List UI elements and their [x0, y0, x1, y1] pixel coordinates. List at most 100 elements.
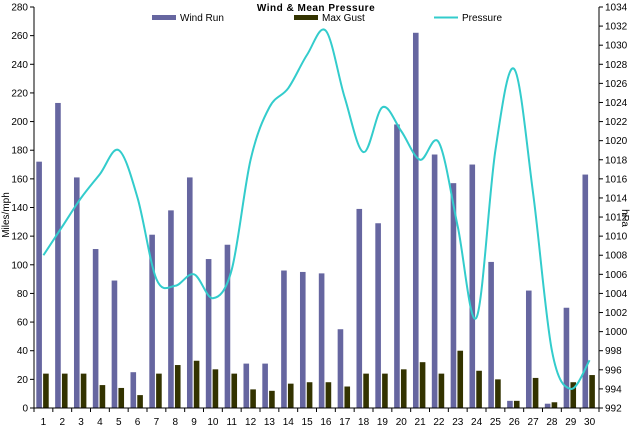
legend: Wind Run Max Gust Pressure: [152, 13, 502, 24]
y2-tick-label: 1024: [605, 98, 628, 109]
max-gust-bar: [61, 373, 68, 408]
max-gust-bar: [269, 390, 275, 408]
wind-run-bar: [92, 249, 99, 408]
max-gust-bar: [306, 382, 313, 408]
x-tick-label: 23: [452, 417, 464, 428]
y2-tick-label: 994: [605, 384, 622, 395]
y2-tick-label: 996: [605, 365, 622, 376]
max-gust-bar: [551, 402, 558, 408]
wind-run-bar: [318, 273, 325, 408]
legend-max-gust-label: Max Gust: [322, 13, 365, 24]
y-tick-label: 120: [11, 232, 28, 243]
x-tick-label: 2: [59, 417, 65, 428]
y2-tick-label: 1034: [605, 3, 628, 14]
wind-run-bar: [262, 363, 268, 408]
legend-wind-run-label: Wind Run: [180, 13, 224, 24]
max-gust-bar: [513, 400, 520, 408]
x-tick-label: 30: [584, 417, 596, 428]
wind-run-bar: [149, 234, 155, 408]
x-tick-label: 11: [227, 417, 238, 428]
y-tick-label: 280: [11, 3, 28, 14]
legend-max-gust: Max Gust: [294, 13, 365, 24]
wind-run-bar: [36, 161, 42, 408]
wind-run-bar: [356, 208, 363, 408]
y2-tick-label: 1006: [605, 270, 628, 281]
wind-run-bar: [431, 154, 438, 408]
max-gust-bar: [43, 373, 49, 408]
y2-tick-label: 1026: [605, 79, 628, 90]
y2-tick-label: 1032: [605, 22, 628, 33]
y-tick-label: 220: [11, 88, 28, 99]
max-gust-bar: [532, 377, 539, 408]
max-gust-bar: [363, 373, 369, 408]
x-tick-label: 13: [264, 417, 276, 428]
max-gust-bar: [193, 360, 200, 408]
y-axis-title: Miles/mph: [1, 192, 12, 238]
wind-run-bar: [488, 261, 494, 408]
wind-run-bar: [224, 244, 231, 408]
y-tick-label: 240: [11, 60, 28, 71]
wind-run-bar: [130, 372, 137, 408]
wind-run-bar: [186, 177, 193, 408]
max-gust-bar: [400, 369, 407, 408]
y-tick-label: 60: [17, 318, 29, 329]
y2-tick-label: 992: [605, 404, 622, 415]
y2-tick-label: 1022: [605, 117, 628, 128]
max-gust-bar: [325, 382, 332, 408]
x-tick-label: 28: [546, 417, 558, 428]
max-gust-bar: [344, 386, 351, 408]
wind-run-bar: [450, 183, 457, 408]
wind-run-bar: [299, 271, 306, 408]
y-tick-label: 160: [11, 174, 28, 185]
x-tick-label: 22: [433, 417, 445, 428]
x-tick-label: 16: [320, 417, 332, 428]
y-tick-label: 180: [11, 146, 28, 157]
max-gust-bar: [137, 395, 143, 408]
wind-run-bar: [507, 400, 513, 408]
wind-run-bar: [394, 124, 400, 408]
max-gust-bar: [212, 369, 219, 408]
y-tick-label: 140: [11, 203, 28, 214]
legend-wind-run-swatch: [152, 15, 176, 20]
y2-tick-label: 998: [605, 346, 622, 357]
wind-run-bar: [563, 307, 570, 408]
y2-tick-label: 1004: [605, 289, 628, 300]
x-tick-label: 27: [528, 417, 540, 428]
y2-tick-label: 1020: [605, 136, 628, 147]
y2-tick-label: 1010: [605, 232, 628, 243]
x-tick-label: 12: [245, 417, 257, 428]
x-tick-label: 24: [471, 417, 483, 428]
x-tick-label: 15: [302, 417, 314, 428]
x-tick-label: 19: [377, 417, 389, 428]
x-tick-label: 17: [339, 417, 351, 428]
legend-pressure: Pressure: [434, 13, 502, 24]
y-tick-label: 0: [22, 404, 28, 415]
max-gust-bar: [80, 373, 87, 408]
legend-wind-run: Wind Run: [152, 13, 224, 24]
wind-run-bar: [544, 403, 551, 408]
x-tick-label: 8: [172, 417, 178, 428]
max-gust-bar: [570, 382, 577, 408]
max-gust-bar: [156, 373, 162, 408]
max-gust-bar: [438, 373, 445, 408]
x-tick-label: 6: [135, 417, 141, 428]
wind-run-bar: [55, 102, 61, 408]
wind-run-bar: [525, 290, 532, 408]
wind-run-bar: [281, 270, 287, 408]
max-gust-bar: [99, 385, 106, 408]
x-tick-label: 20: [396, 417, 408, 428]
x-tick-label: 21: [415, 417, 427, 428]
bar-series: [36, 32, 595, 409]
y2-axis-title: hPa: [619, 209, 630, 227]
y-tick-label: 40: [17, 346, 29, 357]
wind-run-bar: [469, 164, 476, 408]
wind-run-bar: [337, 329, 344, 408]
x-tick-label: 29: [565, 417, 577, 428]
axes: 0204060801001201401601802002202402602809…: [11, 3, 627, 429]
wind-run-bar: [168, 210, 174, 408]
x-tick-label: 25: [490, 417, 502, 428]
y2-tick-label: 1002: [605, 308, 628, 319]
y2-tick-label: 1030: [605, 41, 628, 52]
